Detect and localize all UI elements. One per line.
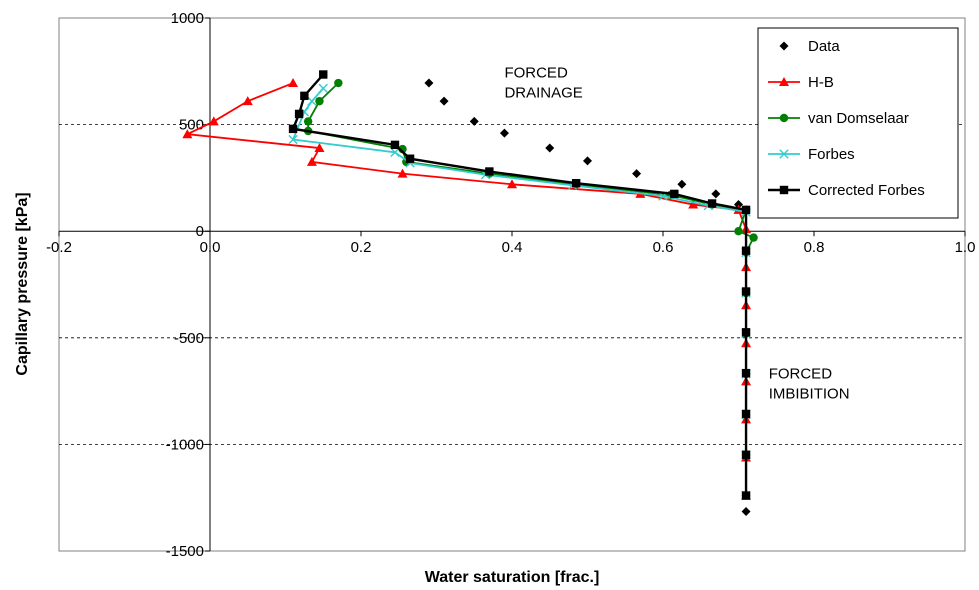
data-point-corrected-forbes (288, 124, 298, 134)
axes: -0.2 0.0 0.2 0.4 0.6 0.8 1.0 1000 500 0 -500 -1000 -… (46, 10, 975, 560)
legend-label: Forbes (808, 146, 855, 163)
annotation-line: FORCED (769, 365, 833, 382)
legend-marker (779, 113, 789, 123)
legend-label: van Domselaar (808, 110, 909, 127)
legend-label: H-B (808, 74, 834, 91)
x-marker-stroke (288, 134, 298, 145)
data-point-corrected-forbes (390, 140, 400, 150)
data-point-corrected-forbes (707, 199, 717, 208)
data-point-data (469, 116, 479, 126)
data-point-h-b (306, 156, 317, 166)
y-tick-label: 0 (196, 223, 204, 240)
data-point-corrected-forbes (741, 287, 751, 296)
data-point-h-b (182, 129, 193, 139)
data-point-h-b (288, 78, 299, 88)
data-point-data (424, 78, 434, 88)
legend-entry-h-b: H-B (768, 74, 834, 91)
x-tick-label: 1.0 (955, 239, 976, 256)
data-point-corrected-forbes (300, 91, 309, 101)
legend-marker (779, 77, 789, 86)
x-tick-label: 0.6 (653, 239, 674, 256)
x-marker-stroke (318, 83, 328, 94)
legend-marker (779, 185, 789, 195)
data-point-corrected-forbes (741, 409, 751, 419)
y-tick-label: 1000 (171, 10, 204, 27)
legend: Data H-B van Domselaar Forbes Corrected Forb… (757, 27, 959, 219)
data-point-h-b (507, 179, 517, 189)
data-point-corrected-forbes (741, 328, 751, 337)
data-point-data (711, 189, 721, 199)
data-point-data (439, 96, 449, 106)
x-marker-stroke (390, 147, 400, 158)
data-point-forbes (390, 147, 400, 158)
y-axis-title: Capillary pressure [kPa] (14, 192, 31, 375)
series-data (424, 78, 751, 517)
data-point-corrected-forbes (670, 189, 679, 199)
y-tick-label: 500 (179, 117, 204, 134)
legend-box (757, 27, 959, 219)
data-point-van-domselaar (334, 78, 343, 88)
data-point-data (741, 507, 751, 517)
data-point-van-domselaar (303, 117, 313, 126)
data-point-h-b (208, 116, 219, 126)
legend-marker (779, 41, 789, 51)
data-point-corrected-forbes (319, 70, 328, 79)
data-point-data (583, 156, 592, 166)
y-tick-label: -500 (174, 330, 204, 347)
annotation-line: IMBIBITION (769, 385, 850, 402)
x-marker-stroke (779, 149, 789, 159)
x-tick-label: 0.2 (351, 239, 372, 256)
series-layer (182, 70, 758, 517)
data-point-corrected-forbes (741, 368, 751, 378)
legend-entry-van-domselaar: van Domselaar (768, 110, 909, 127)
x-tick-label: -0.2 (46, 239, 72, 256)
data-point-van-domselaar (749, 233, 758, 242)
x-tick-label: 0.0 (200, 239, 221, 256)
data-point-corrected-forbes (741, 491, 751, 500)
legend-entry-forbes: Forbes (768, 146, 855, 163)
data-point-forbes (318, 83, 328, 94)
annotation-label: FORCED IMBIBITION (769, 365, 850, 402)
data-point-corrected-forbes (485, 167, 494, 176)
data-point-corrected-forbes (571, 179, 581, 188)
data-point-van-domselaar (734, 227, 743, 236)
data-point-corrected-forbes (741, 205, 751, 215)
y-tick-label: -1000 (166, 436, 204, 453)
annotation-label: FORCED DRAINAGE (504, 65, 582, 102)
annotations: FORCED DRAINAGE FORCED IMBIBITION (504, 65, 849, 403)
data-point-data (632, 169, 642, 179)
data-point-data (545, 143, 555, 153)
data-point-data (677, 179, 687, 189)
data-point-data (734, 200, 743, 210)
legend-marker (779, 149, 789, 159)
data-point-forbes (307, 96, 317, 106)
legend-entry-corrected-forbes: Corrected Forbes (768, 182, 925, 199)
data-point-forbes (288, 134, 298, 145)
data-point-corrected-forbes (741, 450, 751, 459)
data-point-data (499, 128, 509, 138)
data-point-van-domselaar (315, 96, 324, 106)
series-corrected-forbes (288, 70, 751, 500)
data-point-h-b (397, 168, 408, 178)
data-point-corrected-forbes (741, 246, 751, 255)
x-axis-title: Water saturation [frac.] (425, 569, 600, 586)
data-point-h-b (688, 199, 699, 209)
data-point-h-b (242, 96, 253, 106)
legend-label: Data (808, 38, 840, 55)
legend-label: Corrected Forbes (808, 182, 925, 199)
y-tick-label: -1500 (166, 543, 204, 560)
data-point-corrected-forbes (405, 154, 415, 163)
annotation-line: FORCED (504, 65, 568, 82)
x-marker-stroke (307, 96, 317, 106)
data-point-h-b (314, 143, 325, 153)
x-tick-label: 0.8 (804, 239, 825, 256)
annotation-line: DRAINAGE (504, 85, 582, 102)
x-tick-label: 0.4 (502, 239, 523, 256)
legend-entry-data: Data (779, 38, 840, 55)
data-point-corrected-forbes (294, 109, 304, 119)
